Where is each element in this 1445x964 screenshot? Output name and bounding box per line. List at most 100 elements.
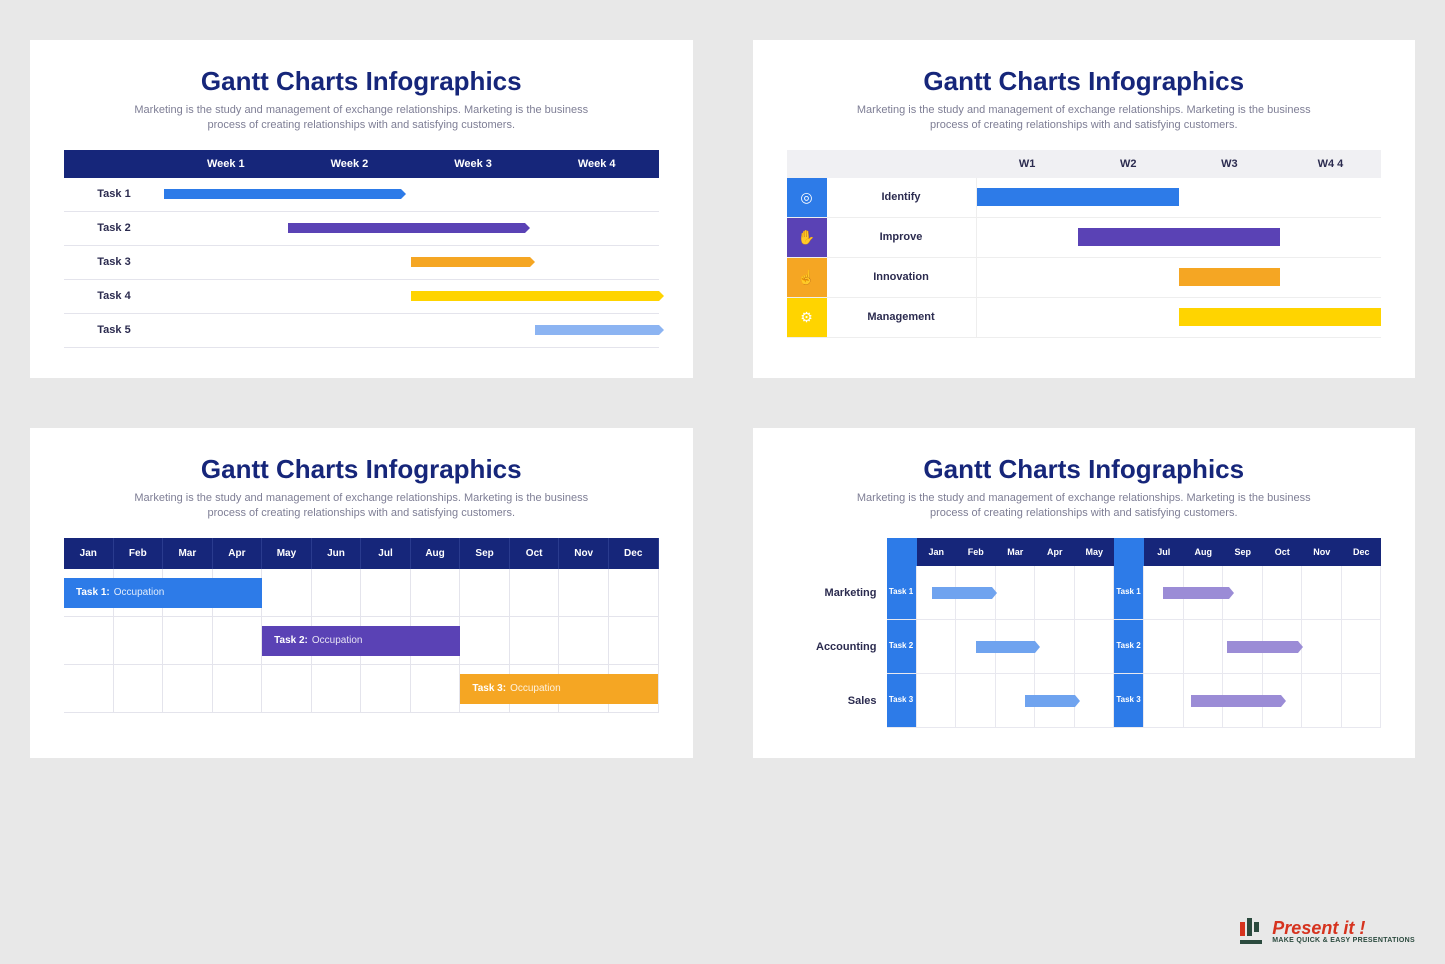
task-cell: Task 1 [1114,566,1144,620]
task-cell: Task 2 [1114,620,1144,674]
gantt-track [977,298,1382,337]
month-col: Sep [1223,538,1263,566]
s4-row-label: Accounting [787,620,887,674]
month-col: Feb [114,538,164,569]
gantt-bar [1179,308,1381,326]
slide4-rowlabels: Marketing Accounting Sales [787,538,887,728]
gantt-row: Task 2 [64,212,659,246]
gantt-bar [1179,268,1280,286]
month-col: Sep [460,538,510,569]
month-col: Mar [996,538,1036,566]
gantt-row: Task 5 [64,314,659,348]
slide1-subtitle: Marketing is the study and management of… [64,103,659,134]
slide3-header: JanFebMarAprMayJunJulAugSepOctNovDec [64,538,659,569]
gantt-track [164,314,659,347]
task-label: Management [827,298,977,337]
gantt-bar [977,188,1179,206]
logo-tagline: MAKE QUICK & EASY PRESENTATIONS [1272,937,1415,944]
slide4-title: Gantt Charts Infographics [787,454,1382,485]
month-col: Feb [956,538,996,566]
gantt-row: ☝ Innovation [787,258,1382,298]
s4-row-label: Marketing [787,566,887,620]
gantt-track [977,178,1382,217]
month-col: Jun [312,538,362,569]
task-label: Task 3 [64,256,164,268]
s2-col: W1 [977,150,1078,178]
s1-col: Week 3 [411,150,535,178]
category-icon: ⚙ [787,298,827,337]
month-col: Jul [361,538,411,569]
month-col: Jul [1144,538,1184,566]
gantt-bar [1163,587,1229,599]
gantt-track [164,246,659,279]
month-col: Aug [411,538,461,569]
slide4-subtitle: Marketing is the study and management of… [787,491,1382,522]
gantt-bar [1227,641,1298,653]
gantt-row: ✋ Improve [787,218,1382,258]
month-col: Mar [163,538,213,569]
month-col: Oct [510,538,560,569]
task-label: Task 5 [64,324,164,336]
task-label: Task 4 [64,290,164,302]
gantt-bar [411,291,658,301]
s1-col: Week 4 [535,150,659,178]
slide1-title: Gantt Charts Infographics [64,66,659,97]
s4-row-label: Sales [787,674,887,728]
month-col: Dec [609,538,659,569]
gantt-track [977,218,1382,257]
gantt-bar [164,189,401,199]
month-col: Nov [1302,538,1342,566]
slide2-header: W1 W2 W3 W4 4 [787,150,1382,178]
task-col [887,538,917,566]
gantt-bar: Task 1: Occupation [64,578,262,608]
s2-col: W2 [1078,150,1179,178]
gantt-bar [932,587,991,599]
gantt-bar [1191,695,1281,707]
slide2-rows: ◎ Identify ✋ Improve ☝ Innovation ⚙ Mana… [787,178,1382,338]
gantt-bar [1078,228,1280,246]
gantt-track [164,178,659,211]
gantt-row: Task 4 [64,280,659,314]
slide3-title: Gantt Charts Infographics [64,454,659,485]
slide3-body: Task 1: OccupationTask 2: OccupationTask… [64,569,659,713]
task-cell: Task 1 [887,566,917,620]
month-col: Jan [64,538,114,569]
task-label: Task 1 [64,188,164,200]
gantt-bar: Task 2: Occupation [262,626,460,656]
slide2-subtitle: Marketing is the study and management of… [787,103,1382,134]
gantt-bar [411,257,530,267]
slide-2: Gantt Charts Infographics Marketing is t… [753,40,1416,378]
month-col: Jan [917,538,957,566]
month-col: Apr [213,538,263,569]
slide1-rows: Task 1 Task 2 Task 3 Task 4 Task 5 [64,178,659,348]
gantt-track [164,280,659,313]
gantt-row: ◎ Identify [787,178,1382,218]
gantt-row: Task 1 [64,178,659,212]
logo-name: Present it ! [1272,919,1415,937]
gantt-row: Task 3 [64,246,659,280]
gantt-bar [535,325,659,335]
slide4-wrap: Marketing Accounting Sales JanFebMarAprM… [787,538,1382,728]
slide3-subtitle: Marketing is the study and management of… [64,491,659,522]
task-label: Improve [827,218,977,257]
month-col: May [1075,538,1115,566]
s2-col: W3 [1179,150,1280,178]
slide1-header: Week 1 Week 2 Week 3 Week 4 [64,150,659,178]
task-label: Innovation [827,258,977,297]
month-col: Aug [1184,538,1224,566]
slide-3: Gantt Charts Infographics Marketing is t… [30,428,693,758]
task-label: Identify [827,178,977,217]
gantt-track [977,258,1382,297]
s1-col: Week 2 [288,150,412,178]
category-icon: ☝ [787,258,827,297]
gantt-bar [976,641,1035,653]
month-col: May [262,538,312,569]
task-cell: Task 2 [887,620,917,674]
gantt-bar [288,223,525,233]
month-col: Oct [1263,538,1303,566]
slide-4: Gantt Charts Infographics Marketing is t… [753,428,1416,758]
category-icon: ◎ [787,178,827,217]
slide4-right: JanFebMarAprMayJulAugSepOctNovDec Task 1… [887,538,1382,728]
s2-col: W4 4 [1280,150,1381,178]
month-col: Nov [559,538,609,569]
